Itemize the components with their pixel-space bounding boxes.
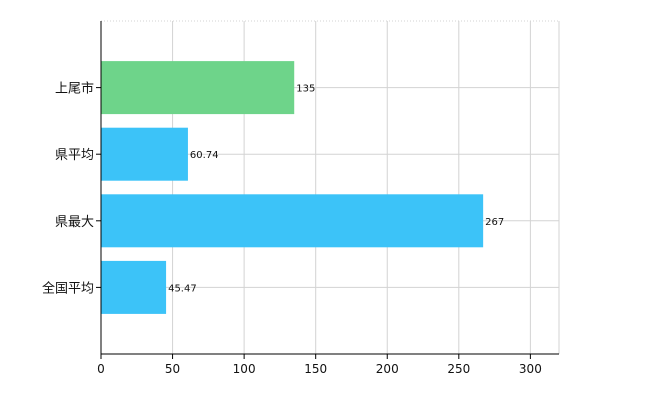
bar-series — [101, 61, 484, 314]
bar — [101, 260, 167, 314]
value-label: 267 — [485, 217, 504, 228]
x-tick-label: 50 — [165, 362, 180, 376]
x-tick-label: 250 — [447, 362, 470, 376]
x-tick-label: 150 — [304, 362, 327, 376]
axes — [100, 21, 559, 355]
x-tick-label: 0 — [97, 362, 105, 376]
x-tick-label: 300 — [519, 362, 542, 376]
bar — [101, 61, 295, 115]
value-label: 60.74 — [190, 150, 219, 161]
x-axis-ticks: 0 50 100 150 200 250 300 — [97, 354, 542, 376]
x-tick-label: 100 — [233, 362, 256, 376]
bar — [101, 127, 188, 181]
value-label: 135 — [296, 84, 315, 95]
category-label: 上尾市 — [55, 81, 94, 97]
category-label: 県最大 — [55, 215, 94, 230]
category-label: 全国平均 — [42, 280, 94, 296]
x-tick-label: 200 — [376, 362, 399, 376]
data-labels: 135 60.74 267 45.47 — [168, 84, 504, 295]
category-label: 県平均 — [55, 148, 94, 163]
value-label: 45.47 — [168, 283, 197, 294]
bar — [101, 194, 484, 248]
